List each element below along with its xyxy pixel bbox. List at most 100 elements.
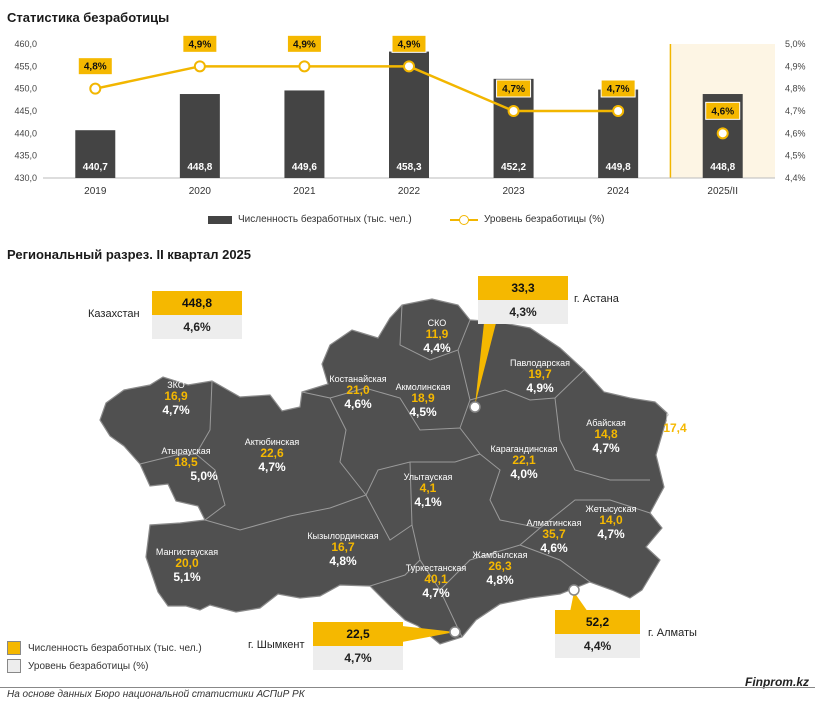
rate-label: 4,9% bbox=[398, 39, 421, 50]
region-label-zko: ЗКО 16,9 4,7% bbox=[162, 380, 190, 418]
bar-value-label: 449,6 bbox=[292, 162, 317, 173]
region-label-aktobe: Актюбинская 22,6 4,7% bbox=[244, 437, 300, 475]
map-legend-count: Численность безработных (тыс. чел.) bbox=[7, 641, 202, 655]
rate-point bbox=[89, 82, 102, 95]
region-label-kostanay: Костанайская 21,0 4,6% bbox=[329, 374, 387, 412]
y-left-tick: 455,0 bbox=[14, 61, 37, 71]
y-right-tick: 5,0% bbox=[785, 39, 806, 49]
rate-line bbox=[95, 65, 619, 113]
region-label-karaganda: Карагандинская 22,1 4,0% bbox=[490, 444, 558, 482]
x-tick: 2023 bbox=[502, 186, 525, 197]
map-legend-count-label: Численность безработных (тыс. чел.) bbox=[28, 642, 202, 654]
rate-label-box bbox=[77, 57, 113, 76]
brand-logo: Finprom.kz bbox=[744, 675, 809, 689]
rate-label: 4,9% bbox=[188, 39, 211, 50]
legend-line-label: Уровень безработицы (%) bbox=[484, 214, 605, 225]
shymkent-count: 22,5 bbox=[313, 622, 403, 646]
bar-value-label: 458,3 bbox=[396, 162, 421, 173]
kazakhstan-rate: 4,6% bbox=[152, 315, 242, 339]
y-right-tick: 4,5% bbox=[785, 151, 806, 161]
x-tick: 2025/II bbox=[707, 186, 738, 197]
y-right-tick: 4,6% bbox=[785, 128, 806, 138]
region-label-abay: Абайская 14,8 4,7% bbox=[586, 418, 626, 456]
rate-label: 4,6% bbox=[711, 106, 734, 117]
almaty-rate: 4,4% bbox=[555, 634, 640, 658]
region-label-zhetysu: Жетысуская 14,0 4,7% bbox=[585, 504, 637, 542]
region-label-almaty-region: Алматинская 35,7 4,6% bbox=[526, 518, 582, 556]
rate-swatch bbox=[7, 659, 21, 673]
region-label-turkestan: Туркестанская 40,1 4,7% bbox=[405, 563, 467, 601]
region-label-sko: СКО 11,9 4,4% bbox=[423, 318, 451, 356]
astana-marker bbox=[469, 401, 481, 413]
region-label-ulytau: Улытауская 4,1 4,1% bbox=[403, 472, 453, 510]
region-label-zhambyl: Жамбылская 26,3 4,8% bbox=[472, 550, 528, 588]
rate-label-box bbox=[182, 34, 218, 53]
astana-rate: 4,3% bbox=[478, 300, 568, 324]
y-right-tick: 4,9% bbox=[785, 61, 806, 71]
rate-point bbox=[403, 60, 415, 73]
rate-label-box bbox=[391, 34, 427, 53]
rate-label-box bbox=[286, 34, 322, 53]
count-swatch bbox=[7, 641, 21, 655]
rate-point bbox=[716, 127, 729, 140]
y-right-tick: 4,8% bbox=[785, 84, 806, 94]
bar-value-label: 448,8 bbox=[710, 162, 735, 173]
bar-value-label: 449,8 bbox=[606, 162, 631, 173]
astana-count: 33,3 bbox=[478, 276, 568, 300]
x-tick: 2024 bbox=[607, 186, 630, 197]
shymkent-pointer bbox=[402, 626, 455, 642]
rate-label-box bbox=[705, 101, 741, 120]
legend-bars-label: Численность безработных (тыс. чел.) bbox=[238, 214, 412, 225]
x-tick: 2019 bbox=[84, 186, 107, 197]
astana-pointer bbox=[475, 323, 496, 405]
kazakhstan-count: 448,8 bbox=[152, 291, 242, 315]
bar bbox=[179, 94, 220, 178]
rate-point bbox=[612, 105, 625, 117]
y-right-tick: 4,4% bbox=[785, 173, 806, 183]
y-left-tick: 450,0 bbox=[14, 84, 37, 94]
region-label-akmola: Акмолинская 18,9 4,5% bbox=[395, 382, 451, 420]
bar bbox=[284, 90, 325, 178]
rate-label: 4,8% bbox=[84, 62, 107, 73]
bar bbox=[598, 89, 639, 178]
shymkent-callout: 22,5 4,7% bbox=[313, 622, 403, 670]
astana-callout: 33,3 4,3% bbox=[478, 276, 568, 324]
almaty-pointer bbox=[570, 592, 588, 612]
rate-point bbox=[507, 105, 520, 117]
kazakhstan-label: Казахстан bbox=[88, 308, 140, 320]
x-tick: 2020 bbox=[189, 186, 212, 197]
footer-divider bbox=[0, 687, 815, 688]
rate-label: 4,9% bbox=[293, 39, 316, 50]
bar bbox=[75, 130, 116, 178]
bar-value-label: 440,7 bbox=[83, 162, 108, 173]
rate-point bbox=[298, 60, 311, 73]
shymkent-rate: 4,7% bbox=[313, 646, 403, 670]
y-left-tick: 435,0 bbox=[14, 151, 37, 161]
legend-line: Уровень безработицы (%) bbox=[450, 214, 604, 225]
unemployment-chart: 430,0 435,0 440,0 445,0 450,0 455,0 460,0 4,4% 4… bbox=[14, 34, 806, 197]
shymkent-label: г. Шымкент bbox=[248, 639, 305, 651]
rate-label-box bbox=[600, 79, 636, 98]
x-tick: 2021 bbox=[293, 186, 316, 197]
bar-swatch bbox=[208, 215, 232, 224]
source-note: На основе данных Бюро национальной стати… bbox=[7, 689, 305, 700]
region-label-vko: ВКО 17,4 4,6% bbox=[661, 412, 689, 450]
region-label-atyrau: Атырауская 18,5 5,0% bbox=[161, 446, 218, 484]
map-legend-rate: Уровень безработицы (%) bbox=[7, 659, 148, 673]
map-title: Региональный разрез. II квартал 2025 bbox=[7, 247, 252, 262]
map-legend-rate-label: Уровень безработицы (%) bbox=[28, 660, 149, 672]
rate-label: 4,7% bbox=[502, 84, 525, 95]
kazakhstan-callout: 448,8 4,6% bbox=[152, 291, 242, 339]
rate-label: 4,7% bbox=[607, 84, 630, 95]
bar-value-label: 452,2 bbox=[501, 162, 526, 173]
astana-label: г. Астана bbox=[574, 293, 619, 305]
y-left-tick: 440,0 bbox=[14, 128, 37, 138]
y-left-tick: 445,0 bbox=[14, 106, 37, 116]
rate-label-box bbox=[496, 79, 532, 98]
almaty-count: 52,2 bbox=[555, 610, 640, 634]
legend-bars: Численность безработных (тыс. чел.) bbox=[208, 214, 412, 225]
rate-point bbox=[193, 60, 206, 73]
region-label-mangistau: Мангистауская 20,0 5,1% bbox=[155, 547, 219, 585]
y-right-tick: 4,7% bbox=[785, 106, 806, 116]
bar-value-label: 448,8 bbox=[187, 162, 212, 173]
